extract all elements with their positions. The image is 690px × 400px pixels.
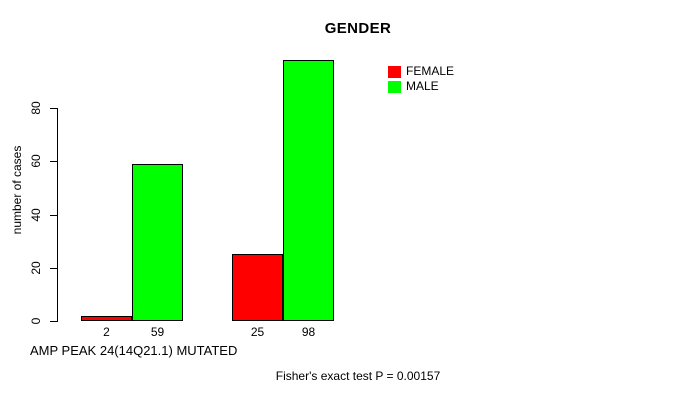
- male-color-swatch: [388, 80, 401, 93]
- fisher-test-annotation: Fisher's exact test P = 0.00157: [275, 369, 441, 383]
- y-tick-label: 0: [29, 317, 43, 325]
- female-color-swatch: [388, 65, 401, 78]
- y-axis-line: [57, 108, 58, 322]
- legend-label-male: MALE: [406, 79, 439, 93]
- bar-female-group1: [81, 316, 132, 321]
- y-tick: [50, 321, 57, 322]
- bar-value-label: 59: [150, 325, 165, 339]
- bar-female-group2: [232, 254, 283, 321]
- y-tick-label: 60: [29, 154, 43, 168]
- legend-item-female: FEMALE: [388, 64, 454, 79]
- y-tick-label: 20: [29, 261, 43, 275]
- bar-value-label: 2: [103, 325, 110, 339]
- y-tick: [50, 108, 57, 109]
- bar-value-label: 25: [250, 325, 265, 339]
- x-axis-title: AMP PEAK 24(14Q21.1) MUTATED: [30, 343, 238, 358]
- bar-male-group2: [283, 60, 334, 321]
- y-tick-label: 40: [29, 208, 43, 222]
- legend-label-female: FEMALE: [406, 64, 455, 78]
- chart-title: GENDER: [324, 20, 392, 37]
- legend: FEMALE MALE: [388, 64, 454, 94]
- y-tick-label: 80: [29, 101, 43, 115]
- y-tick: [50, 215, 57, 216]
- legend-item-male: MALE: [388, 79, 454, 94]
- y-tick: [50, 268, 57, 269]
- bar-male-group1: [132, 164, 183, 321]
- bar-value-label: 98: [301, 325, 316, 339]
- y-tick: [50, 161, 57, 162]
